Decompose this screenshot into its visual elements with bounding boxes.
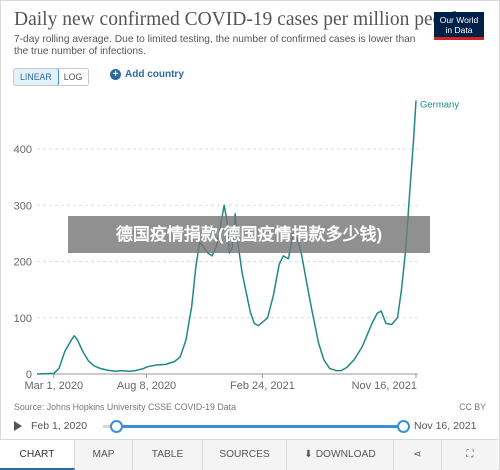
download-label: DOWNLOAD [315,449,376,460]
fullscreen-icon: ⛶ [466,449,474,460]
chart-title: Daily new confirmed COVID-19 cases per m… [14,9,467,30]
fullscreen-button[interactable]: ⛶ [442,440,498,470]
scale-log-button[interactable]: LOG [63,72,83,82]
x-tick-label: Nov 16, 2021 [352,380,417,392]
add-country-label: Add country [125,69,184,80]
share-icon: ⋖ [413,449,422,460]
logo-line-2: in Data [445,25,473,35]
logo-line-1: Our World [439,15,479,25]
x-tick-label: Feb 24, 2021 [230,380,295,392]
grid-lines [37,148,418,375]
y-tick-label: 400 [14,144,32,156]
timeline-end-handle[interactable] [397,420,410,433]
scale-toggle: LINEAR LOG [13,68,90,86]
license-note[interactable]: CC BY [459,402,486,412]
scale-linear-button[interactable]: LINEAR [14,69,59,85]
timeline-end-label: Nov 16, 2021 [414,420,477,432]
y-tick-label: 0 [26,369,32,381]
tab-map[interactable]: MAP [75,440,133,470]
timeline-start-handle[interactable] [110,420,123,433]
plus-icon: + [110,69,121,80]
owid-logo[interactable]: Our World in Data [434,12,484,40]
add-country-button[interactable]: + Add country [110,69,184,80]
tab-download[interactable]: ⬇ DOWNLOAD [287,440,394,470]
share-button[interactable]: ⋖ [394,440,442,470]
x-tick-label: Mar 1, 2020 [24,380,83,392]
logo-bar [434,37,484,40]
timeline: Feb 1, 2020 Nov 16, 2021 [0,418,500,436]
tab-chart[interactable]: CHART [0,440,75,470]
watermark-banner: 德国疫情捐款(德国疫情捐款多少钱) [68,216,430,253]
line-chart: 0 100 200 300 400 Mar 1, 2020 Aug 8, 2020 Feb … [14,100,460,392]
series-label-germany: Germany [420,100,459,111]
timeline-start-label: Feb 1, 2020 [31,420,88,432]
source-note[interactable]: Source: Johns Hopkins University CSSE CO… [14,402,236,412]
play-icon[interactable] [14,421,22,431]
download-icon: ⬇ [304,449,313,460]
chart-subtitle: 7-day rolling average. Due to limited te… [14,34,416,57]
y-tick-labels: 0 100 200 300 400 [14,144,32,381]
tab-table[interactable]: TABLE [133,440,203,470]
tab-bar: CHART MAP TABLE SOURCES ⬇ DOWNLOAD ⋖ ⛶ [0,439,498,470]
y-tick-label: 200 [14,257,32,269]
timeline-range [116,425,404,428]
y-tick-label: 300 [14,200,32,212]
y-tick-label: 100 [14,313,32,325]
x-tick-label: Aug 8, 2020 [117,380,176,392]
tab-sources[interactable]: SOURCES [203,440,287,470]
x-tick-labels: Mar 1, 2020 Aug 8, 2020 Feb 24, 2021 Nov 16… [24,374,417,392]
